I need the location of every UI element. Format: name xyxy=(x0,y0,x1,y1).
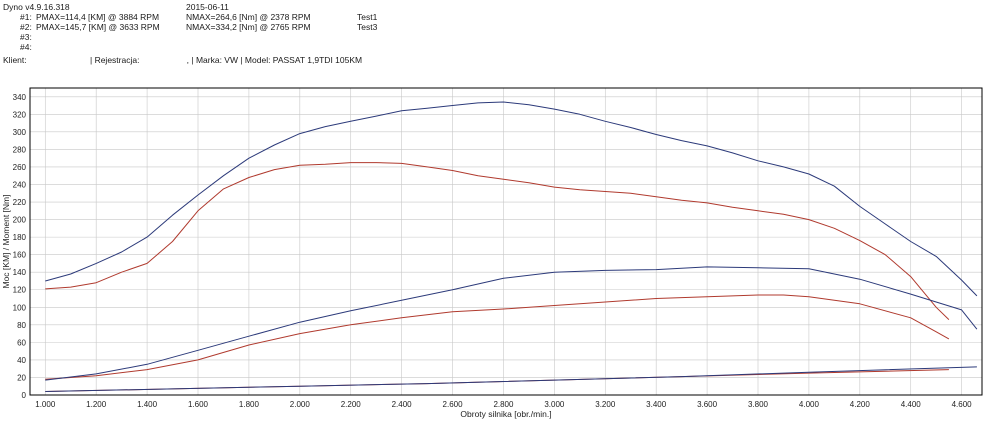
y-tick-label: 100 xyxy=(13,303,27,312)
x-tick-label: 3.400 xyxy=(646,400,667,409)
y-tick-label: 260 xyxy=(13,163,27,172)
x-tick-label: 2.600 xyxy=(443,400,464,409)
x-tick-label: 2.400 xyxy=(392,400,413,409)
x-tick-label: 2.000 xyxy=(290,400,311,409)
x-tick-label: 2.800 xyxy=(493,400,514,409)
x-tick-label: 1.000 xyxy=(35,400,56,409)
series-line-aux-run1 xyxy=(45,369,949,392)
y-tick-label: 320 xyxy=(13,110,27,119)
app-version: Dyno v4.9.16.318 xyxy=(3,2,70,12)
x-tick-label: 3.600 xyxy=(697,400,718,409)
x-tick-label: 4.400 xyxy=(901,400,922,409)
y-tick-label: 300 xyxy=(13,128,27,137)
x-tick-labels: 1.000 1.200 1.400 1.600 1.800 2.000 2.200 2.400… xyxy=(35,400,972,409)
y-tick-label: 120 xyxy=(13,286,27,295)
chart-series xyxy=(45,101,978,392)
run-name-2: Test3 xyxy=(357,22,378,32)
x-tick-label: 3.000 xyxy=(544,400,565,409)
series-line-torque-run2 xyxy=(45,101,978,297)
x-tick-label: 1.200 xyxy=(86,400,107,409)
series-line-aux-run2 xyxy=(45,366,977,392)
run-id-3: #3: xyxy=(20,32,32,42)
run-pmax-2: PMAX=145,7 [KM] @ 3633 RPM xyxy=(36,22,160,32)
x-tick-label: 1.800 xyxy=(239,400,260,409)
y-tick-label: 80 xyxy=(17,321,26,330)
y-tick-label: 280 xyxy=(13,145,27,154)
y-tick-label: 240 xyxy=(13,180,27,189)
run-nmax-1: NMAX=264,6 [Nm] @ 2378 RPM xyxy=(186,12,311,22)
run-id-1: #1: xyxy=(20,12,32,22)
test-date: 2015-06-11 xyxy=(186,2,229,12)
x-tick-label: 4.600 xyxy=(952,400,973,409)
x-tick-label: 2.200 xyxy=(341,400,362,409)
y-tick-label: 340 xyxy=(13,93,27,102)
run-nmax-2: NMAX=334,2 [Nm] @ 2765 RPM xyxy=(186,22,311,32)
x-tick-label: 4.000 xyxy=(799,400,820,409)
vehicle-info: | Rejestracja: , | Marka: VW | Model: PA… xyxy=(90,55,363,65)
run-id-2: #2: xyxy=(20,22,32,32)
y-tick-label: 180 xyxy=(13,233,27,242)
y-tick-label: 40 xyxy=(17,356,26,365)
plot-frame xyxy=(29,87,983,396)
x-axis-label: Obroty silnika [obr./min.] xyxy=(460,409,551,419)
y-axis-label: Moc [KM] / Moment [Nm] xyxy=(1,195,11,289)
y-tick-label: 60 xyxy=(17,338,26,347)
y-tick-label: 200 xyxy=(13,216,27,225)
run-id-4: #4: xyxy=(20,42,32,52)
client-label: Klient: xyxy=(3,55,27,65)
x-tick-label: 1.600 xyxy=(188,400,209,409)
run-pmax-1: PMAX=114,4 [KM] @ 3884 RPM xyxy=(36,12,160,22)
series-line-power-run2 xyxy=(45,266,978,381)
y-tick-label: 0 xyxy=(22,391,27,400)
x-tick-label: 3.200 xyxy=(595,400,616,409)
y-tick-label: 20 xyxy=(17,373,26,382)
y-tick-label: 140 xyxy=(13,268,27,277)
x-tick-label: 3.800 xyxy=(748,400,769,409)
y-tick-labels: 0 20 40 60 80 100 120 140 160 180 200 220 240 260 280 3… xyxy=(13,93,27,400)
y-tick-label: 160 xyxy=(13,251,27,260)
y-tick-label: 220 xyxy=(13,198,27,207)
x-tick-label: 1.400 xyxy=(137,400,158,409)
series-line-power-run1 xyxy=(45,294,950,380)
series-line-torque-run1 xyxy=(45,162,950,320)
run-name-1: Test1 xyxy=(357,12,378,22)
x-tick-label: 4.200 xyxy=(850,400,871,409)
